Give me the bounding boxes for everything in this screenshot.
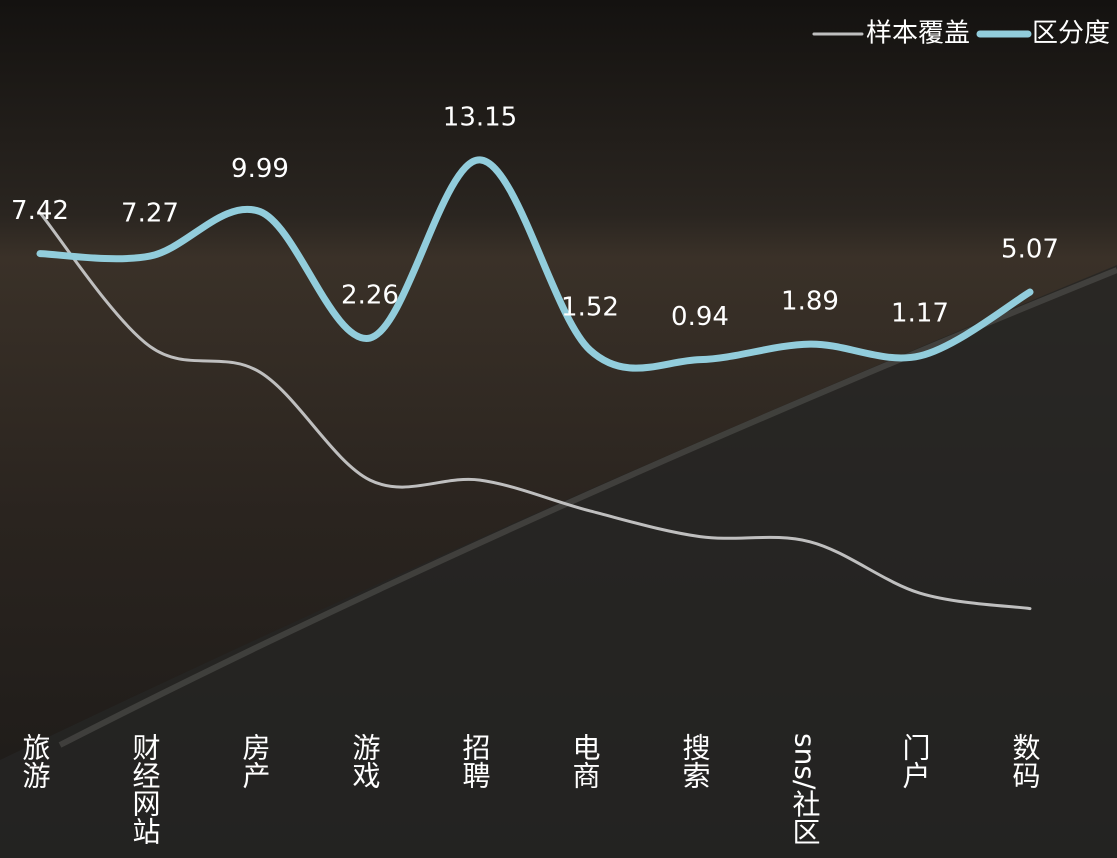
data-label: 7.42 [11, 196, 69, 226]
road-line [58, 267, 1117, 748]
data-label: 13.15 [443, 102, 517, 132]
x-tick-label: 游戏 [349, 733, 382, 789]
x-tick-label: 数码 [1009, 733, 1042, 789]
series-line [38, 211, 1032, 611]
legend-label: 区分度 [1032, 19, 1110, 49]
x-tick-label: sns/社区 [789, 733, 822, 845]
x-tick-label: 财经网站 [129, 733, 162, 845]
data-label: 1.17 [891, 298, 949, 328]
x-tick-label: 旅游 [19, 733, 52, 789]
x-tick-label: 房产 [239, 733, 272, 789]
data-label: 2.26 [341, 281, 399, 311]
x-tick-label: 电商 [569, 733, 602, 789]
data-label: 1.52 [561, 293, 619, 323]
legend-label: 样本覆盖 [866, 19, 970, 49]
x-tick-label: 门户 [899, 733, 932, 789]
data-label: 5.07 [1001, 235, 1059, 265]
data-label: 7.27 [121, 199, 179, 229]
x-tick-label: 搜索 [679, 733, 712, 789]
data-label: 0.94 [671, 302, 729, 332]
legend: 区分度 样本覆盖 [812, 19, 1110, 49]
data-label: 1.89 [781, 287, 839, 317]
data-label: 9.99 [231, 154, 289, 184]
series-line [36, 156, 1034, 372]
road [0, 265, 1117, 858]
x-tick-label: 招聘 [459, 733, 492, 789]
